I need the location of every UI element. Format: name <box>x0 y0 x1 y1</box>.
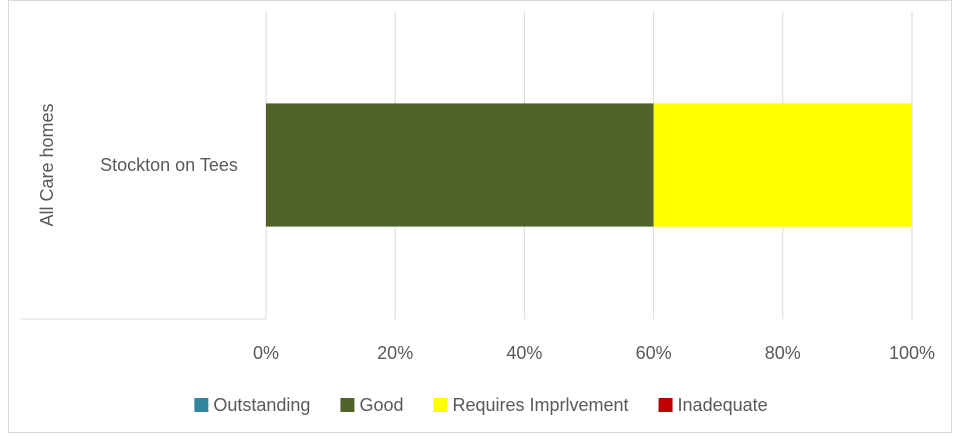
legend-swatch <box>658 398 673 412</box>
legend-label: Requires Imprlvement <box>452 395 628 415</box>
legend-item: Inadequate <box>658 395 768 415</box>
legend-item: Requires Imprlvement <box>433 395 629 415</box>
stacked-bar-chart: All Care homes Stockton on Tees 0% 20% 40%… <box>21 11 935 415</box>
x-tick-label: 100% <box>889 343 935 363</box>
bar-segment-requires-imprlvement <box>653 103 912 227</box>
x-tick-label: 0% <box>253 343 279 363</box>
bar-segment-good <box>266 103 654 227</box>
bars <box>266 103 912 227</box>
chart-area: All Care homes Stockton on Tees 0% 20% 40%… <box>8 0 952 433</box>
x-tick-label: 60% <box>636 343 672 363</box>
legend-label: Inadequate <box>678 395 768 415</box>
legend-item: Outstanding <box>194 395 310 415</box>
x-tick-label: 20% <box>377 343 413 363</box>
x-axis-tick-labels: 0% 20% 40% 60% 80% 100% <box>253 343 935 363</box>
legend-item: Good <box>340 395 403 415</box>
legend-swatch <box>433 398 448 412</box>
category-label: Stockton on Tees <box>100 155 238 175</box>
category-group-label: All Care homes <box>37 103 57 226</box>
legend-swatch <box>194 398 209 412</box>
legend-label: Good <box>359 395 403 415</box>
legend-swatch <box>340 398 355 412</box>
x-tick-label: 80% <box>765 343 801 363</box>
legend: Outstanding Good Requires Imprlvement Inade… <box>194 395 768 415</box>
legend-label: Outstanding <box>213 395 310 415</box>
x-tick-label: 40% <box>506 343 542 363</box>
category-labels: Stockton on Tees <box>100 155 238 175</box>
